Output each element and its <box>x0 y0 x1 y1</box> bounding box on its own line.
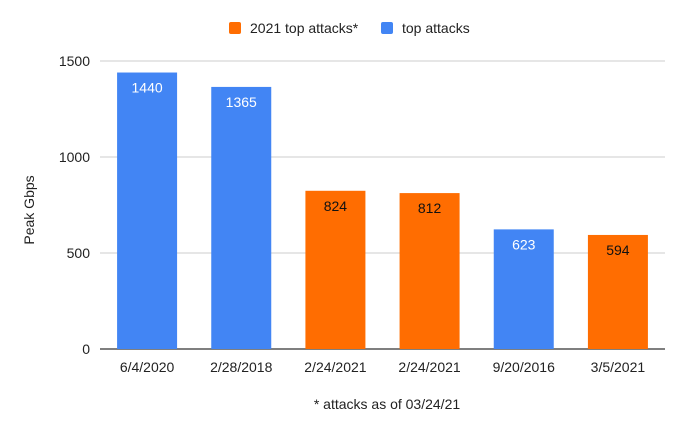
x-tick-label: 2/28/2018 <box>210 359 272 375</box>
bar-value-label: 594 <box>606 242 630 258</box>
x-tick-label: 2/24/2021 <box>304 359 366 375</box>
footnote: * attacks as of 03/24/21 <box>314 396 461 412</box>
legend: 2021 top attacks* top attacks <box>229 20 470 36</box>
bar <box>399 193 460 349</box>
bar <box>211 86 272 350</box>
bar <box>117 72 178 350</box>
y-tick-label: 1000 <box>59 149 90 165</box>
bar <box>305 190 366 349</box>
gridlines <box>100 60 665 350</box>
bar-value-label: 812 <box>418 200 442 216</box>
bar <box>493 229 554 349</box>
legend-label: top attacks <box>402 20 470 36</box>
x-tick-label: 9/20/2016 <box>493 359 555 375</box>
data-labels: 1440 1365 824 812 623 594 <box>132 80 630 258</box>
x-tick-label: 3/5/2021 <box>591 359 646 375</box>
bar-value-label: 623 <box>512 236 536 252</box>
bar-value-label: 1365 <box>226 94 257 110</box>
y-tick-label: 500 <box>67 245 91 261</box>
legend-label: 2021 top attacks* <box>250 20 359 36</box>
bar-value-label: 1440 <box>132 80 163 96</box>
x-tick-label: 6/4/2020 <box>120 359 175 375</box>
y-tick-label: 0 <box>82 341 90 357</box>
y-axis-title: Peak Gbps <box>21 175 37 244</box>
y-tick-label: 1500 <box>59 53 90 69</box>
bar <box>587 234 648 349</box>
bar-value-label: 824 <box>324 198 348 214</box>
legend-swatch <box>381 22 393 34</box>
x-tick-label: 2/24/2021 <box>398 359 460 375</box>
y-axis-ticks: 0 500 1000 1500 <box>59 53 90 357</box>
legend-swatch <box>229 22 241 34</box>
x-axis-ticks: 6/4/2020 2/28/2018 2/24/2021 2/24/2021 9/20/… <box>120 359 646 375</box>
bars <box>117 72 648 350</box>
